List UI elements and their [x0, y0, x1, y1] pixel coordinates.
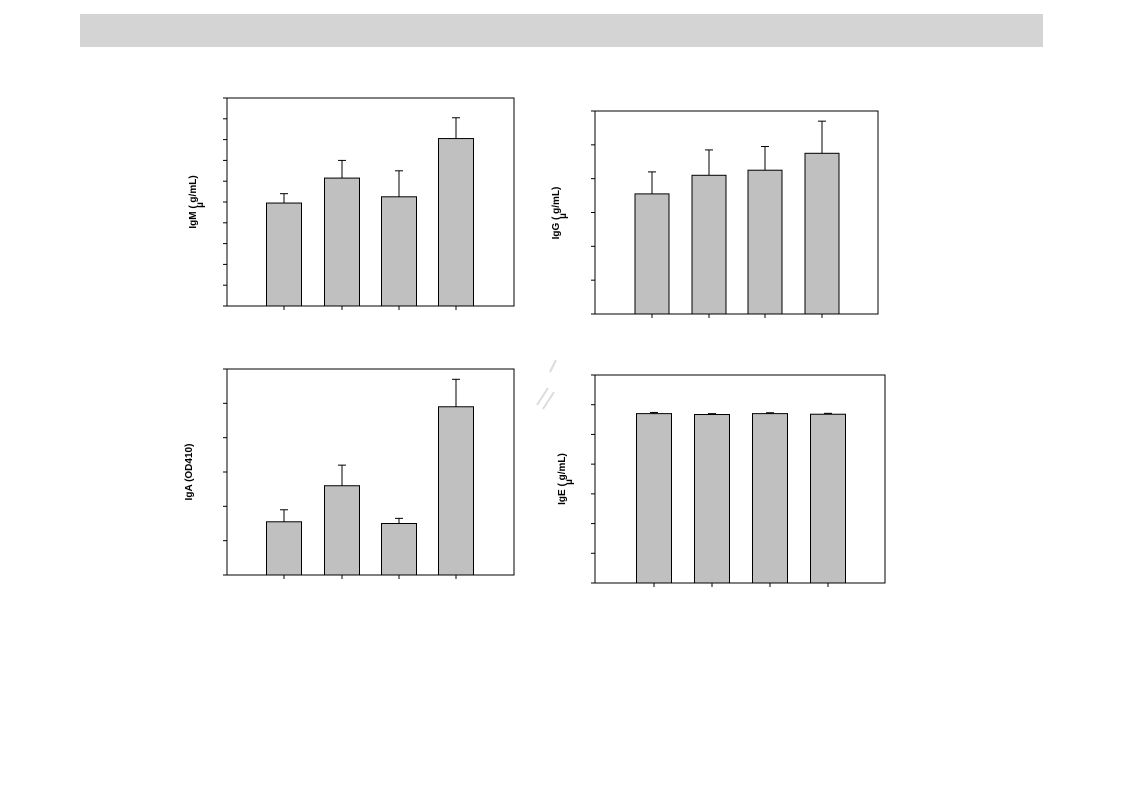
igm-chart: IgM ( g/mL)µ	[188, 97, 515, 310]
bar	[438, 138, 474, 307]
bar	[381, 523, 417, 576]
y-axis-label: IgM ( g/mL)	[188, 175, 199, 228]
mu-symbol: µ	[195, 202, 206, 208]
watermark-stroke-1	[536, 387, 549, 406]
bar	[804, 152, 840, 315]
bar	[634, 193, 670, 315]
y-axis-label: IgG ( g/mL)	[551, 187, 562, 240]
bar	[438, 406, 474, 576]
bar	[324, 177, 360, 307]
bar	[691, 174, 727, 315]
bar	[810, 413, 846, 584]
bar	[694, 414, 730, 584]
bar	[266, 202, 302, 307]
plot-frame	[594, 374, 886, 584]
ige-chart: IgE ( g/mL)µ	[557, 374, 886, 587]
iga-chart: IgA (OD410)	[184, 368, 515, 579]
top-banner	[80, 14, 1043, 47]
bar	[747, 169, 783, 315]
mu-symbol: µ	[558, 213, 569, 219]
watermark-stroke-3	[549, 359, 557, 373]
watermark-stroke-2	[542, 391, 555, 410]
bar	[381, 196, 417, 307]
igg-chart: IgG ( g/mL)µ	[551, 110, 879, 318]
bar	[324, 485, 360, 576]
bar	[752, 413, 788, 584]
bar	[266, 521, 302, 576]
mu-symbol: µ	[564, 479, 575, 485]
y-axis-label: IgA (OD410)	[184, 444, 195, 501]
y-axis-label: IgE ( g/mL)	[557, 453, 568, 505]
bar	[636, 413, 672, 584]
watermark-mark	[536, 359, 557, 410]
